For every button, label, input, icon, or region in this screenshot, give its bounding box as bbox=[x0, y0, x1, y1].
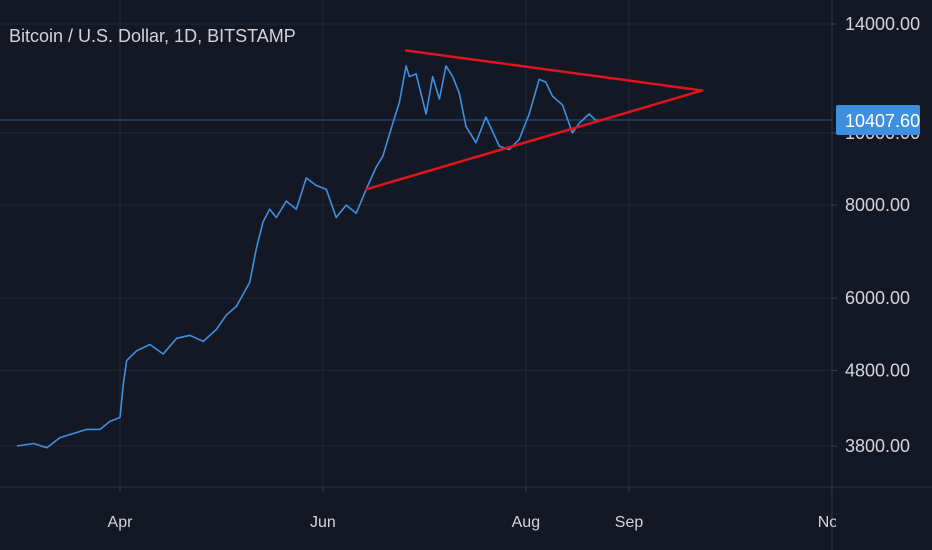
x-tick-label: Jun bbox=[310, 514, 336, 531]
x-tick-label: Aug bbox=[512, 514, 540, 531]
axis-corner bbox=[836, 488, 932, 550]
y-tick-label: 6000.00 bbox=[845, 288, 910, 308]
y-tick-label: 14000.00 bbox=[845, 14, 920, 34]
x-tick-label: Sep bbox=[615, 514, 644, 531]
symbol-title: Bitcoin / U.S. Dollar, 1D, BITSTAMP bbox=[9, 26, 296, 46]
triangle-upper-trendline bbox=[404, 49, 704, 92]
last-price-badge bbox=[836, 104, 920, 135]
y-tick-label: 4800.00 bbox=[845, 360, 910, 380]
x-tick-label: Apr bbox=[108, 514, 134, 531]
triangle-lower-trendline bbox=[364, 89, 704, 191]
price-series-line bbox=[16, 65, 603, 449]
last-price-label: 10407.60 bbox=[845, 111, 920, 131]
y-tick-label: 3800.00 bbox=[845, 436, 910, 456]
y-tick-label: 8000.00 bbox=[845, 195, 910, 215]
